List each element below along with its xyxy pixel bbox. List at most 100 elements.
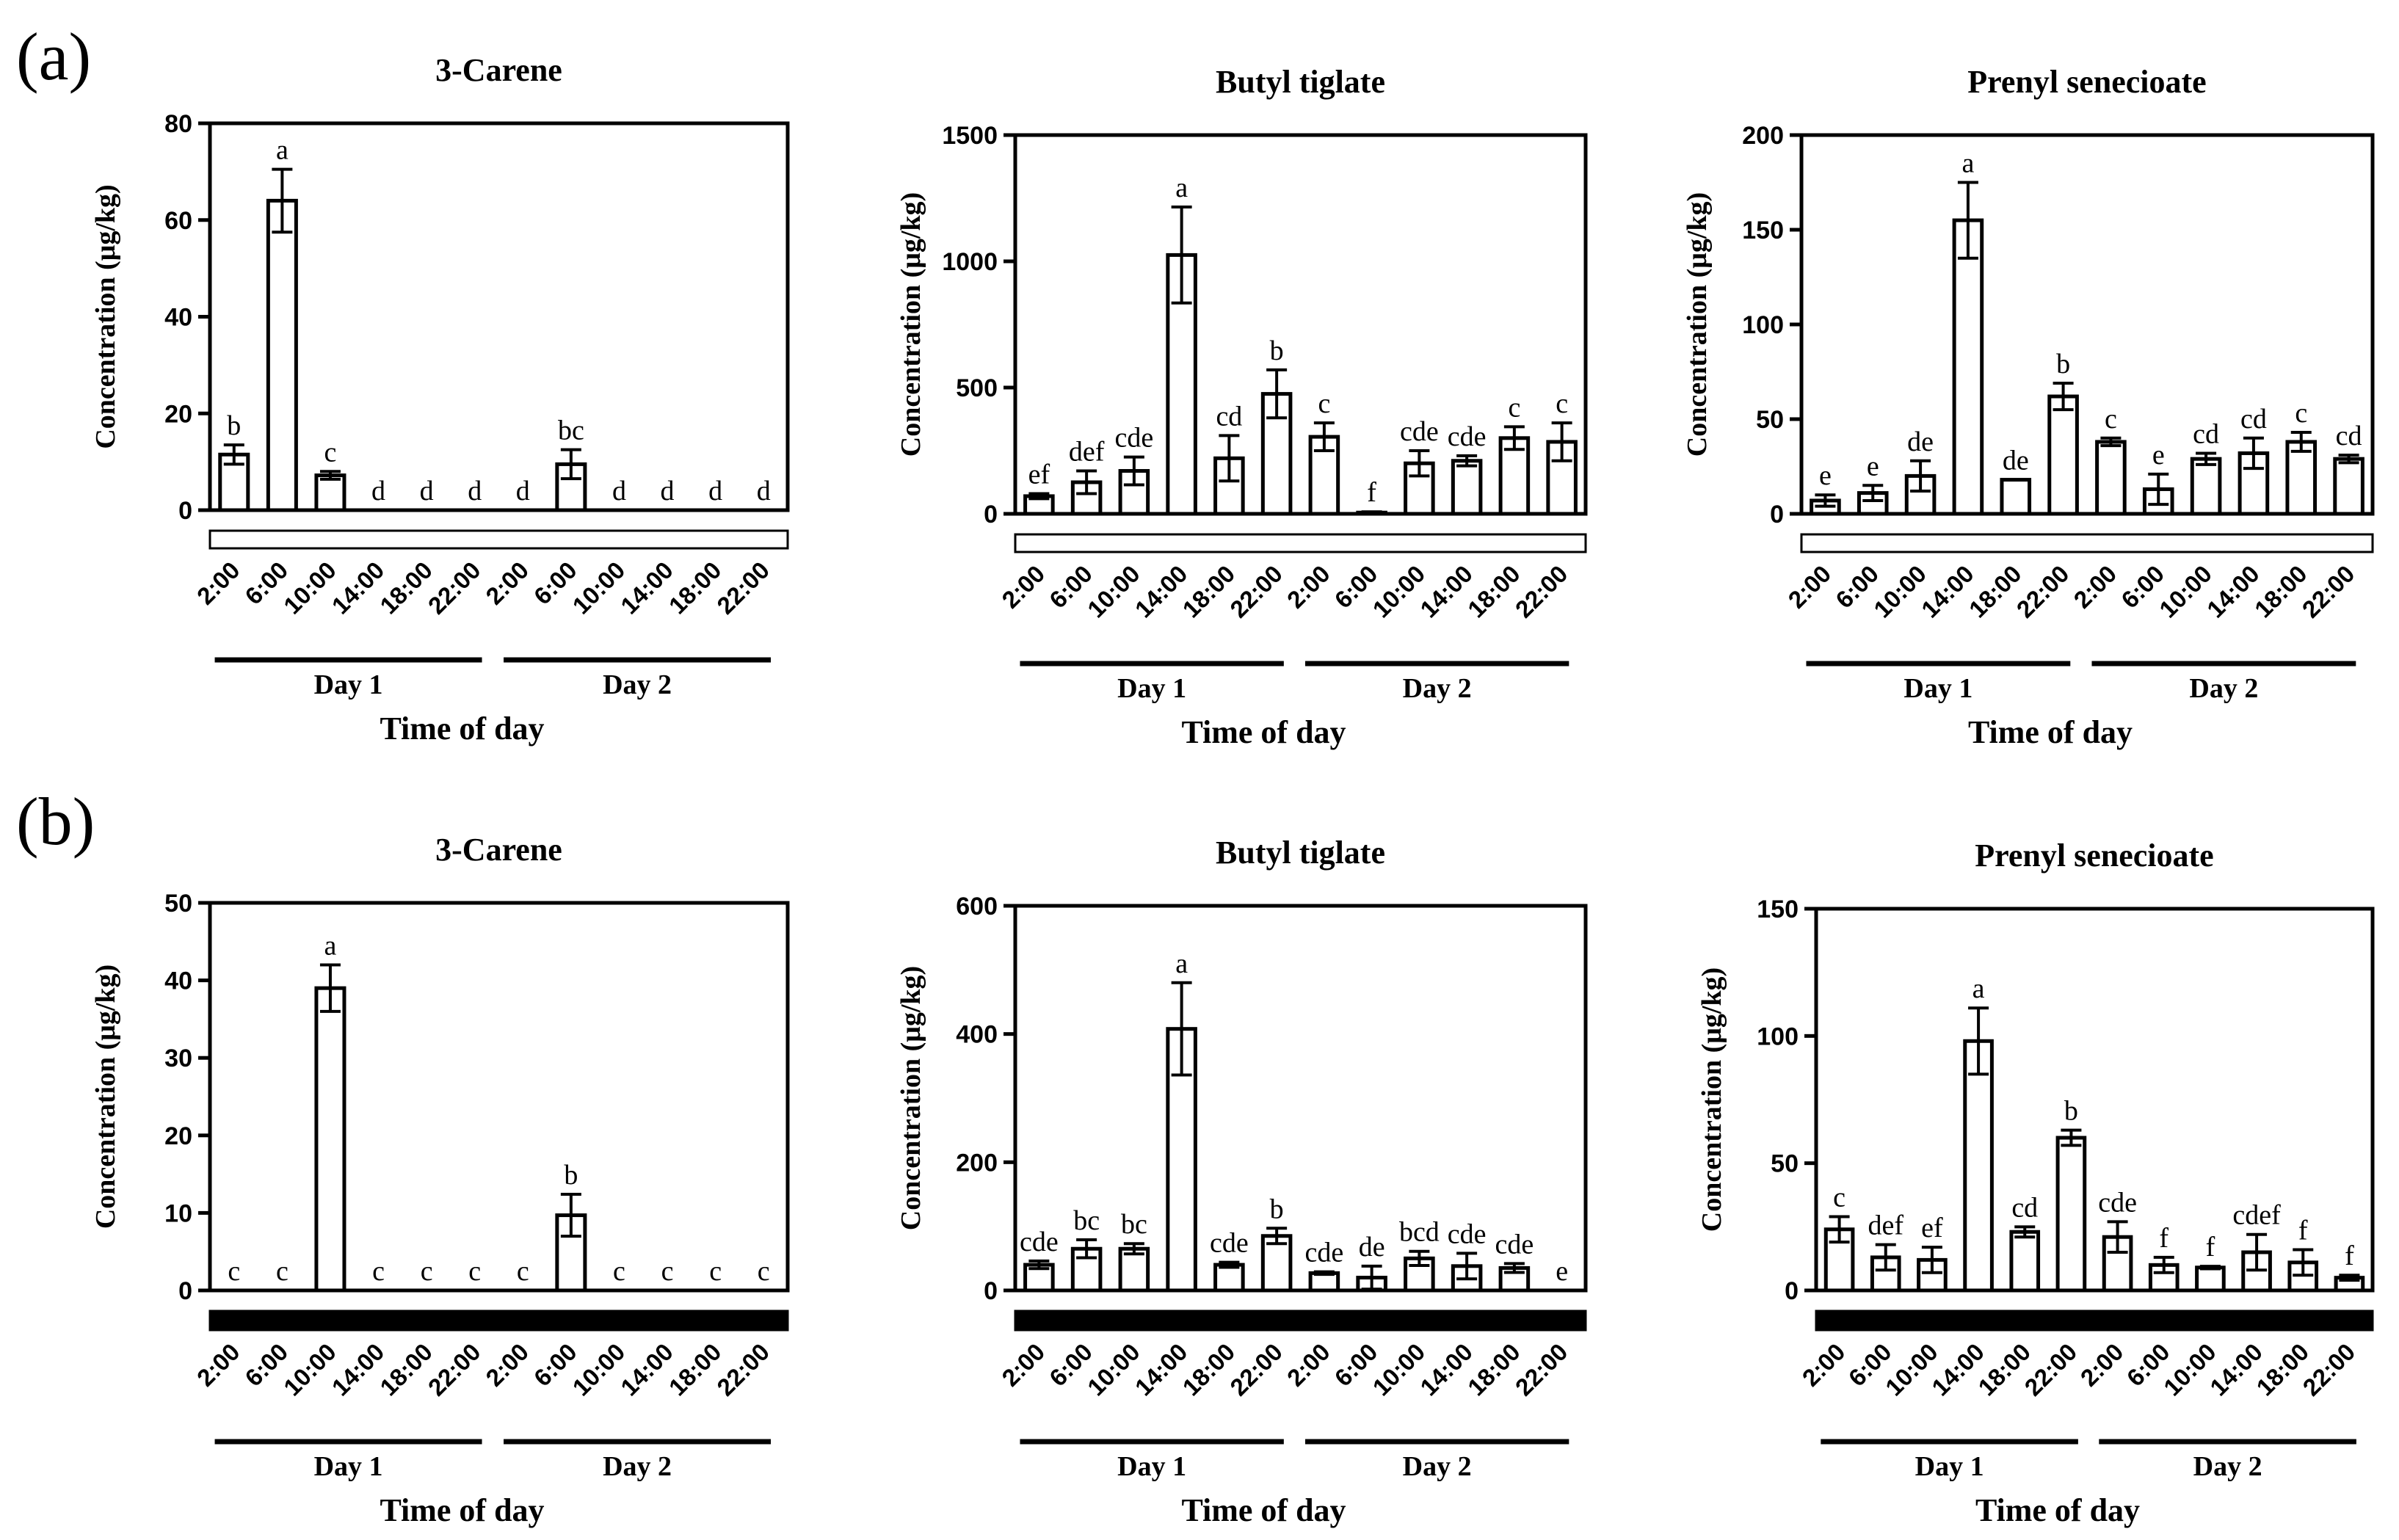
bar xyxy=(2190,457,2222,516)
significance-letter: c xyxy=(1508,392,1520,423)
x-tick-label: 22:00 xyxy=(2298,1338,2361,1401)
day-label: Day 2 xyxy=(603,1451,672,1482)
significance-letter: c xyxy=(709,1256,722,1287)
significance-letter: bc xyxy=(558,415,584,446)
significance-letter: e xyxy=(1819,460,1832,491)
bar xyxy=(2195,1265,2226,1293)
significance-letter: d xyxy=(612,476,626,506)
x-tick-label: 18:00 xyxy=(2249,560,2312,623)
significance-letter: e xyxy=(1556,1256,1568,1287)
x-tick-label: 2:00 xyxy=(1282,1338,1335,1392)
x-tick-label: 18:00 xyxy=(1462,1338,1525,1401)
significance-letter: a xyxy=(1175,948,1188,979)
significance-letter: a xyxy=(1175,172,1188,203)
day-label: Day 1 xyxy=(1903,673,1972,704)
y-axis-label: Concentration (μg/kg) xyxy=(896,966,926,1230)
significance-letter: cde xyxy=(1448,1218,1487,1249)
significance-letter: de xyxy=(1907,426,1934,457)
plot-frame xyxy=(1013,133,1588,516)
y-tick-label: 0 xyxy=(178,497,192,525)
light-dark-bar xyxy=(1815,1310,2374,1332)
significance-letter: cdef xyxy=(2232,1200,2281,1231)
day-label: Day 1 xyxy=(1915,1451,1984,1482)
bar xyxy=(2009,1230,2041,1293)
significance-letter: c xyxy=(324,437,337,468)
x-tick-label: 14:00 xyxy=(1130,560,1193,623)
significance-letter: de xyxy=(2003,446,2029,476)
x-tick-label: 18:00 xyxy=(664,1338,727,1401)
light-dark-bar xyxy=(208,529,789,550)
x-tick-label: 14:00 xyxy=(615,556,678,620)
plot-frame xyxy=(1013,904,1588,1293)
x-tick-label: 14:00 xyxy=(327,1338,390,1401)
x-tick-label: 18:00 xyxy=(2251,1338,2314,1401)
significance-letter: cd xyxy=(1216,401,1242,432)
y-tick-label: 20 xyxy=(164,400,192,428)
chart-3: Prenyl senecioate 0 50 100 150 200 Concentrati… xyxy=(1682,64,2375,750)
plot-frame xyxy=(208,901,790,1293)
chart-4: 3-Carene 0 10 20 30 40 50 Concentration (μg/kg)… xyxy=(90,832,790,1528)
chart-title: Prenyl senecioate xyxy=(1975,838,2213,873)
bar xyxy=(1166,1027,1197,1293)
x-tick-label: 2:00 xyxy=(2068,560,2122,614)
x-tick-label: 10:00 xyxy=(278,556,341,620)
significance-letter: a xyxy=(324,930,337,961)
bar xyxy=(2055,1136,2087,1293)
significance-letter: cde xyxy=(1305,1238,1344,1268)
x-tick-label: 10:00 xyxy=(2154,560,2217,623)
significance-letter: cde xyxy=(1115,423,1154,454)
x-tick-label: 14:00 xyxy=(615,1338,678,1401)
light-dark-bar xyxy=(1800,533,2374,553)
x-tick-label: 2:00 xyxy=(1797,1338,1851,1392)
significance-letter: b xyxy=(2056,349,2070,379)
y-tick-label: 0 xyxy=(1770,501,1784,529)
y-tick-label: 200 xyxy=(956,1149,998,1177)
significance-letter: b xyxy=(227,410,241,441)
x-tick-label: 2:00 xyxy=(996,560,1050,614)
y-tick-label: 1000 xyxy=(942,248,998,276)
chart-5: Butyl tiglate 0 200 400 600 Concentration (μg… xyxy=(896,835,1588,1528)
significance-letter: cde xyxy=(1020,1227,1059,1257)
y-tick-label: 40 xyxy=(164,967,192,995)
x-tick-label: 14:00 xyxy=(1130,1338,1193,1401)
significance-letter: c xyxy=(228,1256,240,1287)
chart-title: Butyl tiglate xyxy=(1216,64,1385,100)
x-tick-label: 18:00 xyxy=(1462,560,1525,623)
bar xyxy=(2285,440,2318,516)
y-tick-label: 100 xyxy=(1757,1023,1799,1050)
y-tick-label: 0 xyxy=(1785,1277,1799,1305)
significance-letter: c xyxy=(1318,388,1330,419)
y-tick-label: 150 xyxy=(1742,217,1784,244)
y-tick-label: 50 xyxy=(1756,406,1784,434)
significance-letter: d xyxy=(516,476,530,506)
x-tick-label: 10:00 xyxy=(1367,560,1430,623)
significance-letter: c xyxy=(372,1256,385,1287)
x-tick-label: 18:00 xyxy=(664,556,727,620)
significance-letter: b xyxy=(2064,1096,2078,1127)
y-tick-label: 40 xyxy=(164,304,192,332)
significance-letter: cd xyxy=(2336,421,2362,451)
x-axis-label: Time of day xyxy=(1975,1492,2140,1528)
y-tick-label: 500 xyxy=(956,374,998,402)
x-tick-label: 22:00 xyxy=(423,1338,486,1401)
bar xyxy=(266,198,298,512)
significance-letter: d xyxy=(757,476,771,506)
x-tick-label: 10:00 xyxy=(278,1338,341,1401)
x-tick-label: 10:00 xyxy=(1868,560,1931,623)
panel-label-a: (a) xyxy=(16,19,91,94)
x-tick-label: 22:00 xyxy=(2297,560,2360,623)
charts-container: 3-Carene 0 20 40 60 80 Concentration (μg/kg) b a… xyxy=(90,52,2375,1528)
x-tick-label: 10:00 xyxy=(1082,1338,1145,1401)
significance-letter: cde xyxy=(1495,1229,1534,1260)
day-label: Day 2 xyxy=(1403,1451,1472,1482)
x-tick-label: 18:00 xyxy=(1177,560,1240,623)
bar xyxy=(2047,394,2079,516)
day-label: Day 2 xyxy=(2189,673,2258,704)
significance-letter: c xyxy=(2295,398,2307,429)
significance-letter: b xyxy=(1270,1194,1284,1224)
y-tick-label: 50 xyxy=(164,890,192,918)
y-tick-label: 600 xyxy=(956,893,998,920)
light-dark-bar xyxy=(1014,533,1587,553)
significance-letter: f xyxy=(2206,1232,2215,1263)
